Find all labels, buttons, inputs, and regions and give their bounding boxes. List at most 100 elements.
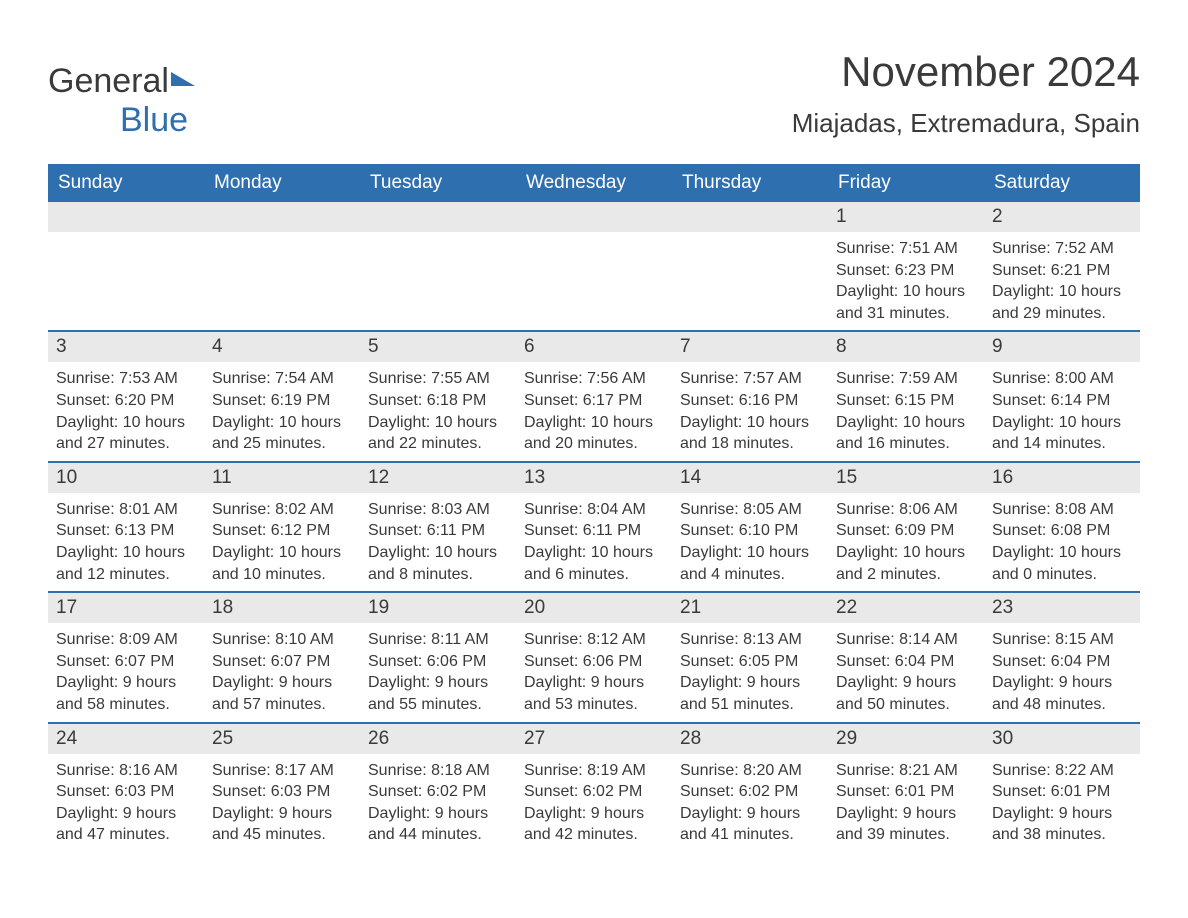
daylight2-line: and 48 minutes. — [992, 694, 1132, 716]
day-number: 1 — [828, 202, 984, 232]
calendar-cell: 12Sunrise: 8:03 AMSunset: 6:11 PMDayligh… — [360, 463, 516, 591]
daylight1-line: Daylight: 10 hours — [836, 281, 976, 303]
day-data: Sunrise: 8:14 AMSunset: 6:04 PMDaylight:… — [828, 623, 984, 721]
calendar-cell: 1Sunrise: 7:51 AMSunset: 6:23 PMDaylight… — [828, 202, 984, 330]
weeks-container: 1Sunrise: 7:51 AMSunset: 6:23 PMDaylight… — [48, 202, 1140, 852]
day-number: 24 — [48, 724, 204, 754]
sunrise-line: Sunrise: 8:05 AM — [680, 499, 820, 521]
day-number — [672, 202, 828, 232]
sunset-line: Sunset: 6:09 PM — [836, 520, 976, 542]
day-data: Sunrise: 8:06 AMSunset: 6:09 PMDaylight:… — [828, 493, 984, 591]
logo-text-2: Blue — [120, 101, 188, 139]
calendar-cell — [204, 202, 360, 330]
day-data: Sunrise: 8:04 AMSunset: 6:11 PMDaylight:… — [516, 493, 672, 591]
day-data: Sunrise: 8:05 AMSunset: 6:10 PMDaylight:… — [672, 493, 828, 591]
sunset-line: Sunset: 6:19 PM — [212, 390, 352, 412]
day-data: Sunrise: 8:11 AMSunset: 6:06 PMDaylight:… — [360, 623, 516, 721]
daylight2-line: and 29 minutes. — [992, 303, 1132, 325]
sunset-line: Sunset: 6:15 PM — [836, 390, 976, 412]
day-data: Sunrise: 8:13 AMSunset: 6:05 PMDaylight:… — [672, 623, 828, 721]
week-row: 17 Sunrise: 8:09 AM Sunset: 6:07 PM Dayligh… — [48, 591, 1140, 721]
daylight2-line: and 12 minutes. — [56, 564, 196, 586]
week-row: 10Sunrise: 8:01 AMSunset: 6:13 PMDayligh… — [48, 461, 1140, 591]
sunrise-line: Sunrise: 8:01 AM — [56, 499, 196, 521]
sunrise-line: Sunrise: 8:08 AM — [992, 499, 1132, 521]
day-data: Sunrise: 8:19 AMSunset: 6:02 PMDaylight:… — [516, 754, 672, 852]
day-number: 18 — [204, 593, 360, 623]
sunset-line: Sunset: 6:02 PM — [680, 781, 820, 803]
daylight2-line: and 39 minutes. — [836, 824, 976, 846]
month-title: November 2024 — [792, 48, 1140, 96]
week-row: 3Sunrise: 7:53 AMSunset: 6:20 PMDaylight… — [48, 330, 1140, 460]
daylight1-line: Daylight: 10 hours — [368, 542, 508, 564]
day-data: Sunrise: 7:55 AMSunset: 6:18 PMDaylight:… — [360, 362, 516, 460]
daylight1-line: Daylight: 10 hours — [56, 542, 196, 564]
sunset-line: Sunset: 6:11 PM — [524, 520, 664, 542]
day-data: Sunrise: 7:57 AMSunset: 6:16 PMDaylight:… — [672, 362, 828, 460]
calendar-cell: 21Sunrise: 8:13 AMSunset: 6:05 PMDayligh… — [672, 593, 828, 721]
sunrise-line: Sunrise: 7:59 AM — [836, 368, 976, 390]
day-number: 8 — [828, 332, 984, 362]
calendar-cell: 4Sunrise: 7:54 AMSunset: 6:19 PMDaylight… — [204, 332, 360, 460]
calendar-cell: 25Sunrise: 8:17 AMSunset: 6:03 PMDayligh… — [204, 724, 360, 852]
sunrise-line: Sunrise: 7:55 AM — [368, 368, 508, 390]
sunrise-line: Sunrise: 8:13 AM — [680, 629, 820, 651]
daylight2-line: and 6 minutes. — [524, 564, 664, 586]
sunset-line: Sunset: 6:06 PM — [368, 651, 508, 673]
day-number: 26 — [360, 724, 516, 754]
daylight1-line: Daylight: 9 hours — [56, 672, 196, 694]
sunset-line: Sunset: 6:16 PM — [680, 390, 820, 412]
day-number: 29 — [828, 724, 984, 754]
location-subtitle: Miajadas, Extremadura, Spain — [792, 108, 1140, 139]
daylight2-line: and 16 minutes. — [836, 433, 976, 455]
daylight1-line: Daylight: 10 hours — [212, 412, 352, 434]
sunrise-line: Sunrise: 8:18 AM — [368, 760, 508, 782]
dayname-saturday: Saturday — [984, 164, 1140, 202]
daylight2-line: and 25 minutes. — [212, 433, 352, 455]
sunset-line: Sunset: 6:05 PM — [680, 651, 820, 673]
sunrise-line: Sunrise: 8:17 AM — [212, 760, 352, 782]
daylight2-line: and 2 minutes. — [836, 564, 976, 586]
day-number: 4 — [204, 332, 360, 362]
day-number: 17 — [48, 593, 204, 623]
sunset-line: Sunset: 6:23 PM — [836, 260, 976, 282]
daylight2-line: and 10 minutes. — [212, 564, 352, 586]
day-data: Sunrise: 8:16 AMSunset: 6:03 PMDaylight:… — [48, 754, 204, 852]
daylight1-line: Daylight: 9 hours — [212, 803, 352, 825]
day-number: 2 — [984, 202, 1140, 232]
daylight1-line: Daylight: 9 hours — [524, 803, 664, 825]
daylight1-line: Daylight: 10 hours — [524, 412, 664, 434]
sunrise-line: Sunrise: 8:21 AM — [836, 760, 976, 782]
daylight2-line: and 20 minutes. — [524, 433, 664, 455]
day-data: Sunrise: 7:53 AMSunset: 6:20 PMDaylight:… — [48, 362, 204, 460]
day-number: 13 — [516, 463, 672, 493]
calendar-cell: 5Sunrise: 7:55 AMSunset: 6:18 PMDaylight… — [360, 332, 516, 460]
daylight1-line: Daylight: 9 hours — [992, 672, 1132, 694]
day-number — [204, 202, 360, 232]
day-data: Sunrise: 7:54 AMSunset: 6:19 PMDaylight:… — [204, 362, 360, 460]
day-number: 28 — [672, 724, 828, 754]
sunset-line: Sunset: 6:21 PM — [992, 260, 1132, 282]
daylight1-line: Daylight: 10 hours — [836, 412, 976, 434]
daylight2-line: and 55 minutes. — [368, 694, 508, 716]
dayname-monday: Monday — [204, 164, 360, 202]
sunrise-line: Sunrise: 8:14 AM — [836, 629, 976, 651]
sunrise-line: Sunrise: 8:09 AM — [56, 629, 196, 651]
dayname-friday: Friday — [828, 164, 984, 202]
day-data: Sunrise: 8:01 AMSunset: 6:13 PMDaylight:… — [48, 493, 204, 591]
daylight1-line: Daylight: 10 hours — [212, 542, 352, 564]
daylight1-line: Daylight: 9 hours — [836, 672, 976, 694]
day-data: Sunrise: 8:18 AMSunset: 6:02 PMDaylight:… — [360, 754, 516, 852]
day-number: 3 — [48, 332, 204, 362]
calendar-cell: 13Sunrise: 8:04 AMSunset: 6:11 PMDayligh… — [516, 463, 672, 591]
sunset-line: Sunset: 6:07 PM — [212, 651, 352, 673]
day-number: 27 — [516, 724, 672, 754]
daylight1-line: Daylight: 9 hours — [680, 672, 820, 694]
daylight2-line: and 8 minutes. — [368, 564, 508, 586]
calendar-cell: 22Sunrise: 8:14 AMSunset: 6:04 PMDayligh… — [828, 593, 984, 721]
sunset-line: Sunset: 6:03 PM — [56, 781, 196, 803]
daylight2-line: and 57 minutes. — [212, 694, 352, 716]
calendar-cell: 19Sunrise: 8:11 AMSunset: 6:06 PMDayligh… — [360, 593, 516, 721]
logo-text-1: General — [48, 62, 169, 100]
daylight1-line: Daylight: 10 hours — [992, 542, 1132, 564]
